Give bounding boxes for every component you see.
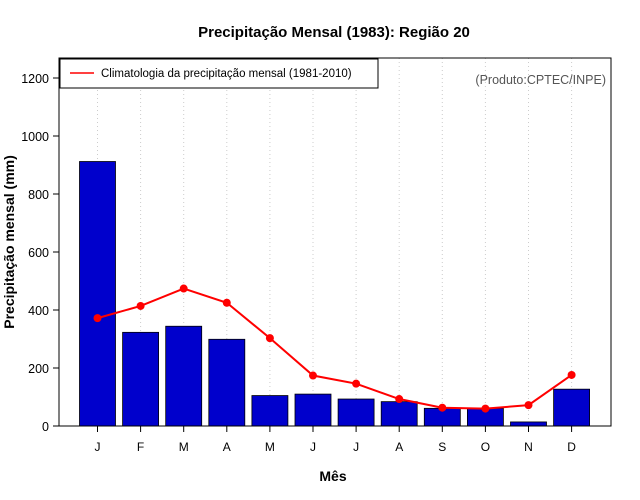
bar-3 xyxy=(165,325,203,427)
chart-title: Precipitação Mensal (1983): Região 20 xyxy=(198,24,470,41)
x-tick-label: M xyxy=(179,440,189,454)
y-tick-label: 400 xyxy=(28,304,49,318)
bar-4 xyxy=(208,338,246,427)
climatology-point-1 xyxy=(93,314,102,323)
x-tick-label: N xyxy=(524,440,533,454)
climatology-point-5 xyxy=(265,334,274,343)
climatology-point-2 xyxy=(136,301,145,310)
climatology-point-6 xyxy=(309,371,317,380)
y-axis-label: Precipitação mensal (mm) xyxy=(1,155,17,329)
climatology-line xyxy=(93,284,576,413)
y-tick-label: 800 xyxy=(28,188,49,202)
bar-7 xyxy=(337,398,375,427)
x-tick-label: O xyxy=(481,440,490,454)
x-tick-label: A xyxy=(223,440,231,454)
bars xyxy=(79,161,590,427)
legend-box xyxy=(59,58,379,89)
climatology-point-3 xyxy=(179,284,188,293)
x-tick-label: S xyxy=(438,440,446,454)
x-tick-label: J xyxy=(353,440,359,454)
bar-5 xyxy=(251,395,289,427)
x-tick-label: J xyxy=(310,440,316,454)
y-tick-label: 200 xyxy=(28,362,49,376)
climatology-point-10 xyxy=(481,404,490,413)
climatology-point-11 xyxy=(524,401,533,410)
y-tick-label: 1000 xyxy=(21,130,49,144)
x-tick-label: J xyxy=(95,440,101,454)
y-tick-label: 1200 xyxy=(21,72,49,86)
bar-2 xyxy=(122,331,159,427)
climatology-point-8 xyxy=(395,395,404,404)
bar-12 xyxy=(553,388,590,427)
climatology-polyline xyxy=(97,287,573,410)
climatology-point-12 xyxy=(567,370,576,379)
y-tick-label: 600 xyxy=(28,246,49,260)
x-tick-label: A xyxy=(395,440,403,454)
y-axis: 0 200 400 600 800 1000 1200 xyxy=(21,72,59,434)
climatology-point-9 xyxy=(438,403,447,412)
credit-annotation: (Produto:CPTEC/INPE) xyxy=(475,73,606,87)
grid xyxy=(97,58,573,426)
bar-8 xyxy=(380,401,418,427)
x-tick-label: F xyxy=(137,440,144,454)
legend: Climatologia da precipitação mensal (198… xyxy=(59,58,379,89)
plot-frame xyxy=(58,57,612,427)
y-tick-label: 0 xyxy=(42,420,49,434)
x-axis-label: Mês xyxy=(319,468,346,484)
bar-1 xyxy=(79,161,116,427)
climatology-point-7 xyxy=(352,379,361,388)
x-tick-label: M xyxy=(265,440,275,454)
bar-6 xyxy=(294,393,332,427)
legend-label: Climatologia da precipitação mensal (198… xyxy=(101,68,352,80)
climatology-point-4 xyxy=(222,298,231,307)
x-tick-label: D xyxy=(567,440,576,454)
bar-11 xyxy=(510,421,547,427)
